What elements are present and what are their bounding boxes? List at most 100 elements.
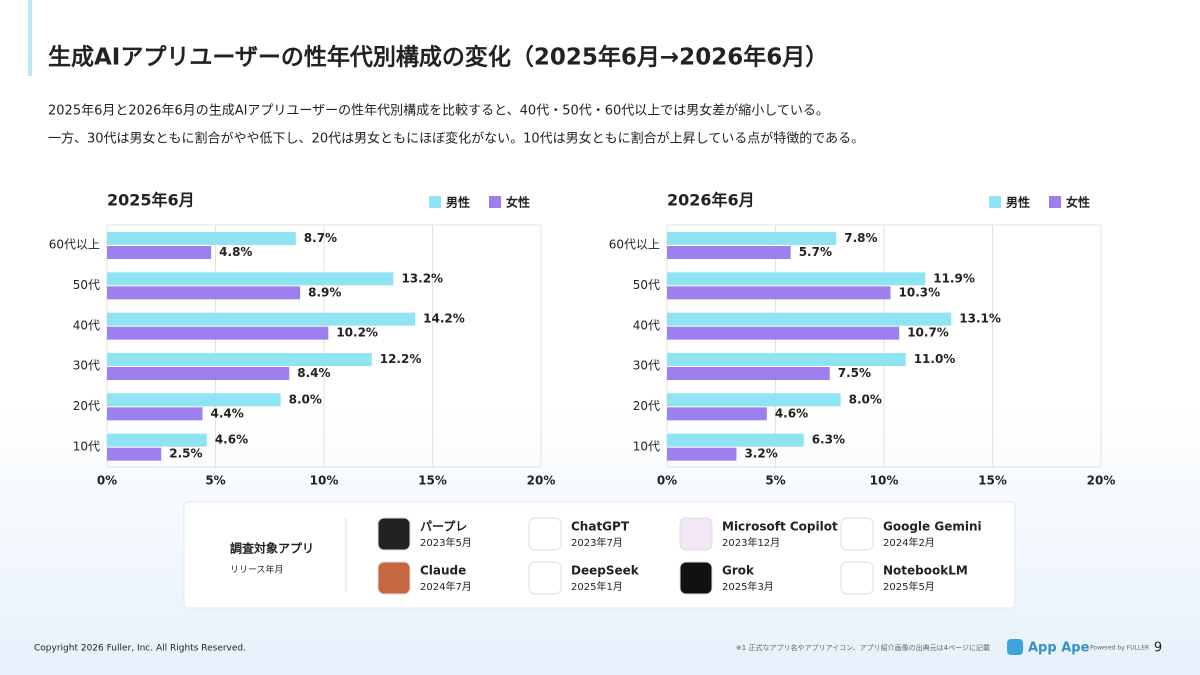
powered-by: Powered by FULLER (1090, 645, 1149, 652)
footnote: ※1 正式なアプリ名やアプリアイコン、アプリ紹介画像の出典元は4ページに記載 (736, 643, 990, 652)
value-label: 4.4% (210, 406, 243, 420)
title: 生成AIアプリユーザーの性年代別構成の変化（2025年6月→2026年6月） (48, 44, 828, 71)
value-label: 10.2% (336, 326, 378, 340)
y-tick-label: 20代 (73, 399, 100, 413)
app-icon (377, 517, 411, 551)
app-name: ChatGPT (571, 520, 630, 534)
y-tick-label: 20代 (633, 399, 660, 413)
app-name: NotebookLM (883, 564, 968, 578)
value-label: 8.0% (849, 392, 882, 406)
y-tick-label: 30代 (633, 359, 660, 373)
value-label: 11.0% (914, 352, 956, 366)
bar (107, 367, 290, 380)
bar (107, 286, 301, 300)
value-label: 8.9% (308, 285, 341, 299)
value-label: 8.0% (289, 392, 322, 406)
apps-title: 調査対象アプリ (230, 541, 314, 556)
app-release: 2025年5月 (883, 580, 935, 593)
x-tick-label: 10% (310, 474, 339, 488)
bar (667, 232, 837, 245)
plot-frame (666, 224, 1102, 468)
y-tick-label: 60代以上 (49, 238, 100, 252)
chart-title: 2026年6月 (667, 191, 755, 210)
chart-title: 2025年6月 (107, 191, 195, 210)
app-name: Microsoft Copilot (722, 520, 838, 534)
plot-frame (106, 224, 542, 468)
bar (667, 246, 791, 259)
value-label: 11.9% (933, 271, 975, 285)
app-release: 2023年5月 (420, 536, 472, 549)
legend-label: 女性 (1066, 195, 1090, 210)
x-tick-label: 15% (978, 474, 1007, 488)
y-tick-label: 30代 (73, 359, 100, 373)
bar (667, 353, 906, 366)
app-name: Google Gemini (883, 520, 982, 534)
y-tick-label: 10代 (633, 439, 660, 453)
bar (107, 353, 372, 366)
bar (107, 447, 162, 461)
app-release: 2024年2月 (883, 536, 935, 549)
y-tick-label: 60代以上 (609, 238, 660, 252)
bar (667, 272, 926, 286)
value-label: 14.2% (423, 312, 465, 326)
app-icon (679, 561, 713, 595)
x-tick-label: 0% (97, 474, 117, 488)
value-label: 4.8% (219, 245, 252, 259)
bar (667, 367, 830, 380)
legend-label: 女性 (506, 195, 530, 210)
bar (107, 326, 329, 340)
value-label: 8.7% (304, 231, 337, 245)
value-label: 12.2% (380, 352, 422, 366)
value-label: 8.4% (297, 366, 330, 380)
bar (107, 312, 416, 326)
bar (107, 232, 296, 245)
bar (667, 447, 737, 461)
value-label: 6.3% (812, 433, 845, 447)
legend-label: 男性 (1006, 195, 1030, 210)
bar (667, 326, 900, 340)
bar (107, 433, 207, 447)
legend-swatch (489, 196, 501, 208)
legend-swatch (429, 196, 441, 208)
value-label: 4.6% (775, 406, 808, 420)
app-icon (528, 561, 562, 595)
x-tick-label: 20% (527, 474, 556, 488)
bar (107, 272, 394, 286)
app-icon (377, 561, 411, 595)
bar (667, 407, 767, 421)
x-tick-label: 5% (205, 474, 225, 488)
bar (107, 393, 281, 407)
app-name: Claude (420, 564, 466, 578)
value-label: 7.5% (838, 366, 871, 380)
y-tick-label: 50代 (73, 278, 100, 292)
x-tick-label: 15% (418, 474, 447, 488)
value-label: 13.2% (401, 271, 443, 285)
logo-icon (1007, 639, 1023, 655)
app-name: Grok (722, 564, 755, 578)
bar (667, 393, 841, 407)
legend-swatch (1049, 196, 1061, 208)
bar (667, 312, 952, 326)
x-tick-label: 0% (657, 474, 677, 488)
y-tick-label: 10代 (73, 439, 100, 453)
app-icon (528, 517, 562, 551)
legend-swatch (989, 196, 1001, 208)
copyright: Copyright 2026 Fuller, Inc. All Rights R… (34, 644, 246, 654)
y-tick-label: 40代 (73, 318, 100, 332)
value-label: 3.2% (744, 447, 777, 461)
app-release: 2023年12月 (722, 536, 780, 549)
bar (667, 433, 804, 447)
bar (107, 246, 212, 259)
app-release: 2025年1月 (571, 580, 623, 593)
x-tick-label: 20% (1087, 474, 1116, 488)
bar (107, 407, 203, 421)
legend-label: 男性 (446, 195, 470, 210)
accent-bar (28, 0, 32, 76)
page-number: 9 (1154, 641, 1162, 656)
x-tick-label: 10% (870, 474, 899, 488)
app-icon (840, 561, 874, 595)
app-name: パープレ (420, 519, 467, 534)
logo: App Ape (1028, 641, 1090, 656)
